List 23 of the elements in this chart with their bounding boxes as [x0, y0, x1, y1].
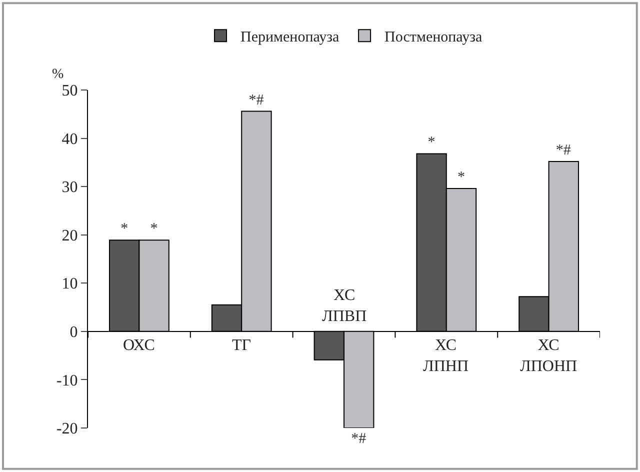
y-tick-label: 10: [62, 276, 78, 293]
y-tick-label: -20: [56, 420, 78, 438]
data-label: *: [428, 134, 436, 151]
data-label: *#: [248, 92, 264, 108]
x-tick-label: ХС ЛПНП: [423, 337, 469, 375]
y-tick-label: -10: [56, 372, 78, 390]
x-tick-label: ОХС: [123, 337, 155, 354]
y-tick-label: 40: [62, 130, 78, 148]
legend-label: Перименопауза: [240, 30, 340, 46]
data-label: *#: [351, 431, 367, 447]
legend-label: Постменопауза: [384, 30, 482, 46]
y-tick-label: 20: [62, 227, 78, 244]
x-tick-label: ХС ЛПВП: [322, 287, 368, 325]
data-label: *: [150, 221, 158, 238]
data-label: *#: [556, 142, 572, 158]
y-axis-title: %: [52, 67, 64, 82]
data-label: *: [458, 170, 465, 186]
y-tick-label: 50: [62, 82, 78, 100]
data-label: *: [120, 221, 128, 238]
y-tick-label: 30: [62, 179, 78, 196]
x-tick-label: ТГ: [232, 337, 252, 354]
y-tick-label: 0: [70, 324, 78, 342]
x-tick-label: ХС ЛПОНП: [520, 337, 578, 375]
